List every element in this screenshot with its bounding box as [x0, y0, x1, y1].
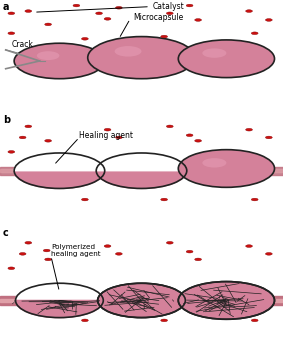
- Circle shape: [25, 10, 32, 12]
- Circle shape: [8, 12, 15, 14]
- Circle shape: [166, 125, 173, 128]
- Circle shape: [178, 282, 275, 319]
- Circle shape: [251, 32, 258, 35]
- Circle shape: [265, 19, 272, 21]
- Circle shape: [104, 245, 111, 247]
- Circle shape: [251, 319, 258, 322]
- Circle shape: [115, 252, 122, 255]
- Circle shape: [45, 258, 52, 261]
- Circle shape: [186, 4, 193, 7]
- Circle shape: [104, 18, 111, 20]
- Circle shape: [195, 258, 201, 261]
- Circle shape: [14, 43, 105, 79]
- Circle shape: [45, 140, 52, 142]
- Circle shape: [166, 12, 173, 14]
- Text: Microcapsule: Microcapsule: [133, 13, 183, 22]
- Circle shape: [19, 136, 26, 139]
- Circle shape: [45, 23, 52, 26]
- Polygon shape: [16, 300, 103, 317]
- Text: Healing agent: Healing agent: [79, 131, 133, 140]
- Circle shape: [161, 319, 168, 322]
- Text: c: c: [3, 228, 8, 238]
- Bar: [0, 296, 283, 305]
- Text: Polymerized
healing agent: Polymerized healing agent: [51, 244, 100, 257]
- Polygon shape: [14, 171, 105, 188]
- Circle shape: [246, 10, 252, 12]
- Circle shape: [195, 140, 201, 142]
- Circle shape: [186, 250, 193, 253]
- Circle shape: [8, 32, 15, 35]
- Circle shape: [246, 245, 252, 247]
- Bar: [0, 167, 283, 175]
- Polygon shape: [14, 153, 105, 171]
- Polygon shape: [96, 153, 187, 171]
- Circle shape: [88, 37, 195, 79]
- Circle shape: [178, 150, 275, 187]
- Circle shape: [82, 37, 88, 40]
- Text: Crack: Crack: [11, 40, 33, 49]
- Circle shape: [8, 151, 15, 153]
- Circle shape: [186, 134, 193, 136]
- Circle shape: [178, 40, 275, 78]
- Bar: [0, 299, 283, 302]
- Circle shape: [25, 125, 32, 128]
- Circle shape: [166, 241, 173, 244]
- Circle shape: [37, 51, 59, 60]
- Circle shape: [96, 12, 102, 14]
- Circle shape: [202, 158, 226, 167]
- Text: b: b: [3, 115, 10, 125]
- Circle shape: [19, 252, 26, 255]
- Circle shape: [82, 198, 88, 201]
- Circle shape: [161, 198, 168, 201]
- Circle shape: [195, 19, 201, 21]
- Circle shape: [25, 241, 32, 244]
- Circle shape: [161, 35, 168, 38]
- Circle shape: [265, 136, 272, 139]
- Circle shape: [202, 49, 226, 58]
- Circle shape: [43, 249, 50, 252]
- Text: a: a: [3, 2, 9, 12]
- Circle shape: [265, 252, 272, 255]
- Circle shape: [115, 46, 142, 57]
- Circle shape: [115, 6, 122, 9]
- Bar: [0, 169, 283, 173]
- Polygon shape: [16, 283, 103, 300]
- Circle shape: [251, 198, 258, 201]
- Circle shape: [82, 319, 88, 322]
- Circle shape: [246, 128, 252, 131]
- Circle shape: [98, 283, 185, 317]
- Polygon shape: [96, 171, 187, 188]
- Circle shape: [8, 267, 15, 270]
- Circle shape: [104, 128, 111, 131]
- Text: Catalyst: Catalyst: [153, 2, 185, 11]
- Circle shape: [73, 4, 80, 7]
- Circle shape: [115, 136, 122, 139]
